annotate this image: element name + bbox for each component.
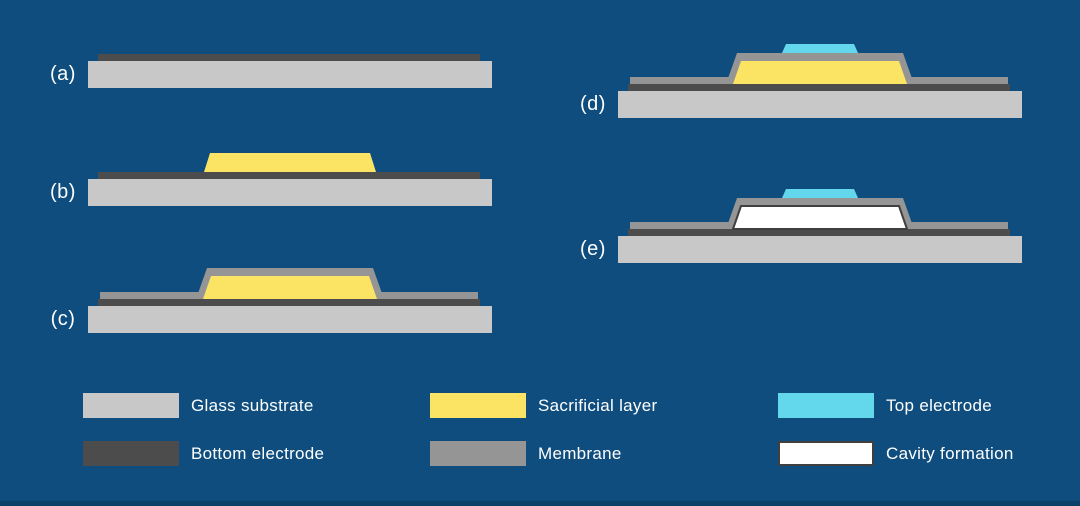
- glass-substrate-layer: [88, 306, 492, 333]
- panel-c: (c): [40, 257, 492, 333]
- step-label-a: (a): [50, 63, 76, 85]
- glass-substrate-layer: [88, 61, 492, 88]
- glass-substrate-layer: [618, 236, 1022, 263]
- panel-a: (a): [40, 12, 492, 88]
- legend-label: Top electrode: [886, 396, 992, 415]
- step-label-e: (e): [580, 238, 606, 260]
- bottom-electrode-layer: [628, 84, 1010, 91]
- legend-label: Bottom electrode: [191, 444, 325, 463]
- panel-d: (d): [570, 42, 1022, 118]
- bottom-electrode-layer: [98, 172, 480, 179]
- legend-item-bottom-electrode: Bottom electrode: [83, 441, 324, 466]
- glass-substrate-swatch: [83, 393, 179, 418]
- legend-label: Cavity formation: [886, 444, 1014, 463]
- top-electrode-layer: [782, 189, 858, 198]
- panel-b: (b): [40, 130, 492, 206]
- diagram-a: [88, 54, 492, 88]
- legend-item-sacrificial-layer: Sacrificial layer: [430, 393, 657, 418]
- glass-substrate-layer: [88, 179, 492, 206]
- diagram-e: [618, 189, 1022, 263]
- bottom-edge-shade: [0, 501, 1080, 506]
- legend-item-glass-substrate: Glass substrate: [83, 393, 324, 418]
- diagram-b: [88, 153, 492, 206]
- diagram-d: [618, 44, 1022, 118]
- bottom-electrode-layer: [628, 229, 1010, 236]
- legend-item-membrane: Membrane: [430, 441, 657, 466]
- bottom-electrode-layer: [98, 299, 480, 306]
- sacrificial-layer: [204, 153, 376, 172]
- legend-column-2: Sacrificial layer Membrane: [430, 393, 657, 489]
- sacrificial-layer-swatch: [430, 393, 526, 418]
- bottom-electrode-swatch: [83, 441, 179, 466]
- legend-item-cavity-formation: Cavity formation: [778, 441, 1014, 466]
- step-label-c: (c): [50, 308, 76, 330]
- cavity-formation-swatch: [778, 441, 874, 466]
- panel-e: (e): [570, 187, 1022, 263]
- step-label-b: (b): [50, 181, 76, 203]
- legend-item-top-electrode: Top electrode: [778, 393, 1014, 418]
- bottom-electrode-layer: [98, 54, 480, 61]
- sacrificial-layer: [733, 61, 907, 84]
- step-label-d: (d): [580, 93, 606, 115]
- glass-substrate-layer: [618, 91, 1022, 118]
- membrane-swatch: [430, 441, 526, 466]
- sacrificial-layer: [203, 276, 377, 299]
- top-electrode-layer: [782, 44, 858, 53]
- legend-label: Sacrificial layer: [538, 396, 658, 415]
- diagram-c: [88, 268, 492, 333]
- legend-label: Membrane: [538, 444, 622, 463]
- top-electrode-swatch: [778, 393, 874, 418]
- legend-column-3: Top electrode Cavity formation: [778, 393, 1014, 489]
- cavity-layer: [731, 205, 909, 230]
- legend-column-1: Glass substrate Bottom electrode: [83, 393, 324, 489]
- legend-label: Glass substrate: [191, 396, 314, 415]
